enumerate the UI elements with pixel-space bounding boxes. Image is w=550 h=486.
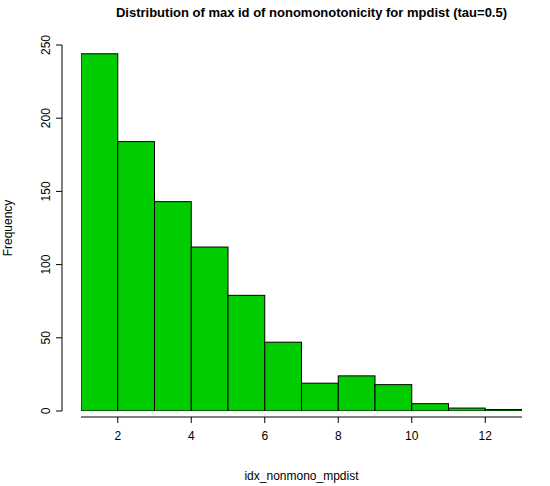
x-tick-label: 6 [261, 429, 268, 443]
x-tick [264, 417, 265, 423]
chart: 2 4 6 8 10 12 0 50 100 150 200 250 Distribution of m… [0, 0, 550, 486]
histogram-bar [338, 376, 375, 411]
x-axis-line [81, 417, 522, 418]
x-tick-label: 8 [335, 429, 342, 443]
y-tick-label: 200 [39, 108, 53, 128]
chart-container: 2 4 6 8 10 12 0 50 100 150 200 250 Distribution of m… [0, 0, 550, 486]
histogram-bar [191, 247, 228, 411]
x-tick [485, 417, 486, 423]
y-tick [56, 337, 62, 338]
histogram-bar [228, 295, 265, 411]
x-tick-label: 2 [114, 429, 121, 443]
histogram-bar [375, 385, 412, 411]
histogram-bar [155, 202, 192, 411]
x-tick-label: 4 [188, 429, 195, 443]
x-tick-label: 10 [405, 429, 419, 443]
x-tick [411, 417, 412, 423]
y-tick [56, 118, 62, 119]
chart-title: Distribution of max id of nonomonotonici… [116, 5, 507, 20]
y-tick [56, 45, 62, 46]
x-tick-label: 12 [479, 429, 493, 443]
histogram-bar [118, 142, 155, 411]
histogram-bar [485, 410, 522, 411]
histogram-bar [412, 404, 449, 411]
y-axis-label: Frequency [1, 200, 15, 257]
histogram-bar [449, 408, 486, 411]
y-tick-label: 250 [39, 35, 53, 55]
bars [81, 54, 522, 411]
x-tick [117, 417, 118, 423]
y-tick-label: 50 [39, 331, 53, 345]
y-tick [56, 264, 62, 265]
histogram-bar [265, 342, 302, 411]
x-axis-label: idx_nonmono_mpdist [244, 469, 359, 483]
y-tick [56, 191, 62, 192]
histogram-bar [302, 383, 339, 411]
y-axis-line [62, 45, 63, 411]
y-tick-label: 0 [39, 407, 53, 414]
x-tick [191, 417, 192, 423]
histogram-bar [81, 54, 118, 411]
x-tick [338, 417, 339, 423]
y-tick-label: 100 [39, 254, 53, 274]
y-tick [56, 411, 62, 412]
y-tick-label: 150 [39, 181, 53, 201]
